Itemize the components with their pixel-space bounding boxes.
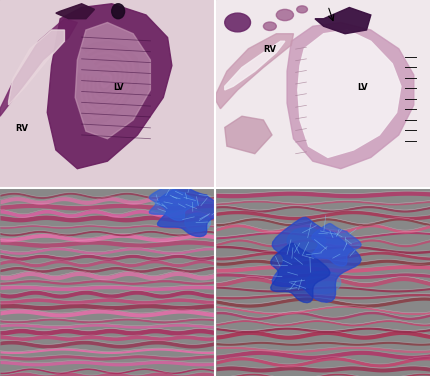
Polygon shape xyxy=(224,41,284,90)
Polygon shape xyxy=(94,65,119,98)
Polygon shape xyxy=(86,54,128,110)
Polygon shape xyxy=(82,49,133,116)
Polygon shape xyxy=(9,30,64,105)
Text: LV: LV xyxy=(113,83,123,92)
Polygon shape xyxy=(76,41,140,126)
Polygon shape xyxy=(297,30,400,158)
Polygon shape xyxy=(306,271,340,294)
Polygon shape xyxy=(98,70,114,91)
Polygon shape xyxy=(270,243,329,303)
Polygon shape xyxy=(80,46,135,120)
Polygon shape xyxy=(56,4,94,19)
Polygon shape xyxy=(0,19,77,116)
Polygon shape xyxy=(311,224,360,266)
Ellipse shape xyxy=(224,13,250,32)
Text: RV: RV xyxy=(15,124,28,133)
Polygon shape xyxy=(286,23,413,169)
Ellipse shape xyxy=(263,22,276,30)
Ellipse shape xyxy=(276,9,293,21)
Polygon shape xyxy=(78,43,137,123)
Polygon shape xyxy=(84,52,130,113)
Text: RV: RV xyxy=(263,45,276,55)
Polygon shape xyxy=(149,186,198,221)
Polygon shape xyxy=(96,67,117,94)
Polygon shape xyxy=(286,228,325,254)
Polygon shape xyxy=(92,62,121,101)
Polygon shape xyxy=(272,217,360,302)
Polygon shape xyxy=(88,57,126,107)
Polygon shape xyxy=(47,4,172,169)
Polygon shape xyxy=(157,186,226,237)
Polygon shape xyxy=(90,59,123,104)
Text: LV: LV xyxy=(356,83,367,92)
Polygon shape xyxy=(314,8,370,34)
Polygon shape xyxy=(184,213,210,232)
Ellipse shape xyxy=(111,4,124,19)
Ellipse shape xyxy=(296,6,307,13)
Polygon shape xyxy=(215,34,293,109)
Polygon shape xyxy=(75,23,150,139)
Polygon shape xyxy=(224,116,271,154)
